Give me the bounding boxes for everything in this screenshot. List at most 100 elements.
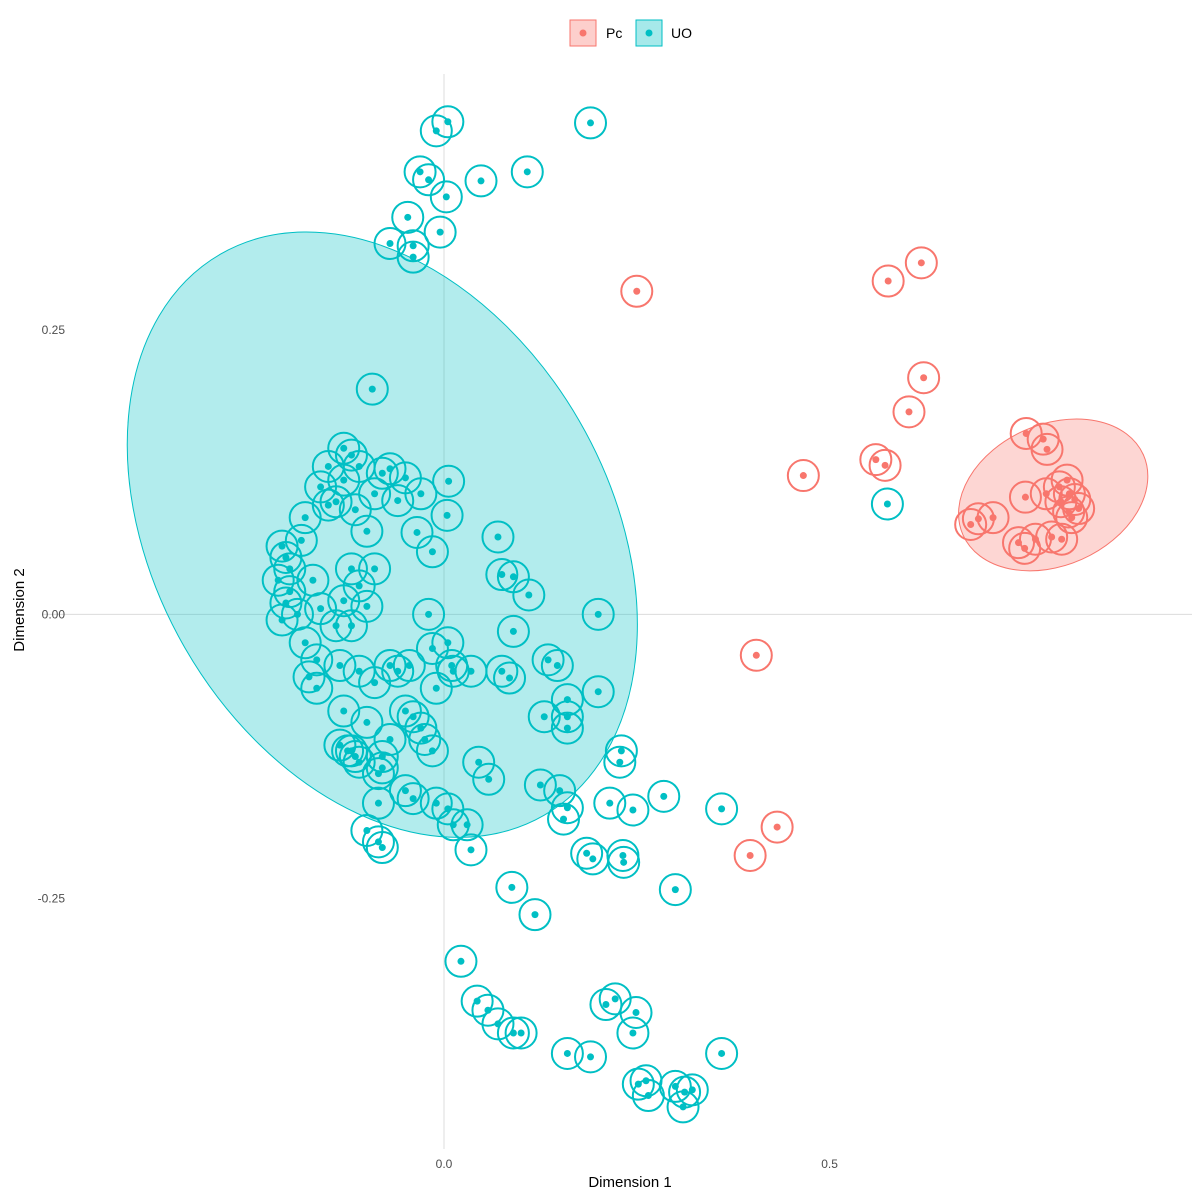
point-ring-uo: [603, 745, 637, 779]
point-ring-uo: [408, 722, 442, 756]
point-ring-uo: [485, 558, 519, 592]
point-ring-pc: [1008, 480, 1042, 514]
point-ring-pc: [907, 361, 941, 395]
point-ring-uo: [495, 870, 529, 904]
point-ring-uo: [675, 1073, 709, 1107]
point-ring-uo: [392, 649, 426, 683]
point-ring-uo: [269, 586, 303, 620]
point-ring-uo: [450, 808, 484, 842]
point-ring-uo: [323, 649, 357, 683]
point-uo: [484, 1006, 492, 1014]
point-ring-uo: [350, 705, 384, 739]
point-ring-uo: [481, 1007, 515, 1041]
point-ring-uo: [512, 578, 546, 612]
point-uo: [457, 957, 465, 965]
point-ring-uo: [381, 484, 415, 518]
point-uo: [405, 662, 413, 670]
point-uo: [632, 1008, 640, 1016]
point-ring-uo: [361, 825, 395, 859]
point-ring-uo: [265, 603, 299, 637]
point-pc: [1058, 535, 1066, 543]
point-uo: [368, 385, 376, 393]
point-uo: [563, 804, 571, 812]
point-ring-uo: [365, 831, 399, 865]
point-uo: [498, 571, 506, 579]
point-pc: [881, 461, 889, 469]
point-pc: [752, 651, 760, 659]
point-uo: [619, 852, 627, 860]
legend-dot-uo: [645, 29, 653, 37]
point-ring-uo: [338, 493, 372, 527]
point-uo: [671, 886, 679, 894]
point-pc: [905, 408, 913, 416]
point-uo: [401, 474, 409, 482]
x-tick-label: 0.5: [821, 1157, 838, 1171]
point-uo: [485, 775, 493, 783]
point-uo: [594, 610, 602, 618]
point-uo: [425, 610, 433, 618]
point-uo: [594, 688, 602, 696]
point-ring-pc: [954, 507, 988, 541]
point-pc: [967, 520, 975, 528]
point-ring-uo: [581, 675, 615, 709]
point-ring-uo: [666, 1090, 700, 1124]
point-uo: [563, 724, 571, 732]
point-pc: [920, 374, 928, 382]
point-ring-uo: [415, 631, 449, 665]
point-ring-uo: [647, 779, 681, 813]
point-uo: [416, 168, 424, 176]
point-ring-uo: [327, 694, 361, 728]
point-uo: [309, 576, 317, 584]
point-ring-pc: [892, 395, 926, 429]
point-uo: [401, 707, 409, 715]
point-ring-pc: [904, 246, 938, 280]
point-uo: [355, 758, 363, 766]
point-ring-uo: [429, 180, 463, 214]
point-pc: [1068, 514, 1076, 522]
point-ring-uo: [412, 163, 446, 197]
legend-label-uo: UO: [671, 25, 692, 41]
y-tick-label: 0.25: [42, 323, 66, 337]
point-uo: [442, 193, 450, 201]
point-uo: [688, 1086, 696, 1094]
point-ring-uo: [373, 649, 407, 683]
point-ring-uo: [342, 745, 376, 779]
point-ring-pc: [1009, 416, 1043, 450]
point-uo: [509, 1029, 517, 1037]
point-ring-uo: [658, 1069, 692, 1103]
point-uo: [313, 684, 321, 692]
point-uo: [401, 787, 409, 795]
point-ring-uo: [593, 786, 627, 820]
point-uo: [278, 542, 286, 550]
y-tick-label: 0.00: [42, 607, 66, 621]
point-ring-uo: [523, 768, 557, 802]
point-uo: [444, 639, 452, 647]
point-ring-uo: [574, 106, 608, 140]
point-uo: [583, 849, 591, 857]
point-ring-uo: [540, 649, 574, 683]
point-uo: [467, 667, 475, 675]
point-uo: [347, 622, 355, 630]
point-uo: [463, 821, 471, 829]
point-uo: [436, 228, 444, 236]
point-ring-uo: [419, 671, 453, 705]
point-ring-uo: [570, 836, 604, 870]
point-uo: [509, 573, 517, 581]
point-uo: [417, 490, 425, 498]
point-uo: [374, 799, 382, 807]
point-pc: [1043, 445, 1051, 453]
point-pc: [1039, 435, 1047, 443]
point-uo: [606, 799, 614, 807]
point-ring-uo: [334, 438, 368, 472]
point-uo: [409, 253, 417, 261]
point-ring-pc: [760, 810, 794, 844]
point-uo: [324, 462, 332, 470]
point-uo: [355, 582, 363, 590]
point-ring-uo: [261, 563, 295, 597]
point-uo: [317, 483, 325, 491]
point-uo: [417, 724, 425, 732]
point-uo: [644, 1092, 652, 1100]
point-uo: [363, 527, 371, 535]
point-uo: [718, 805, 726, 813]
